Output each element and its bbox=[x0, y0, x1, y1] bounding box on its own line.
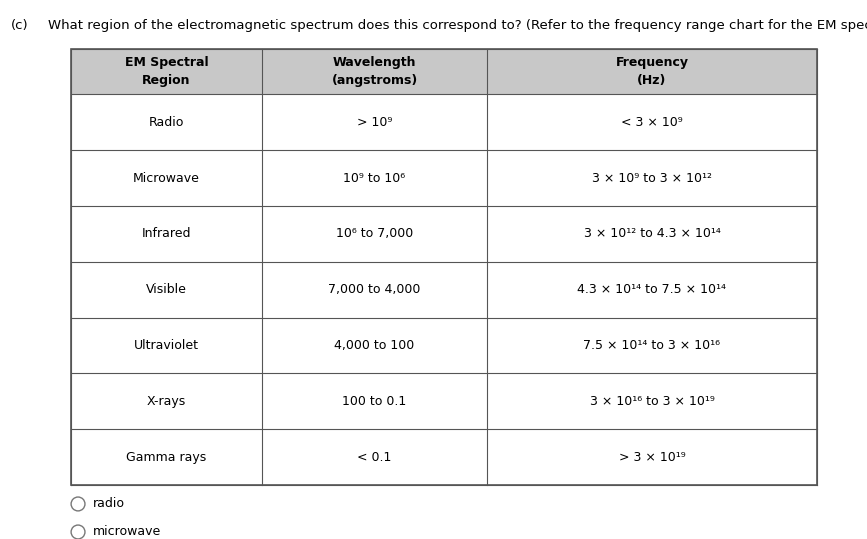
Text: 3 × 10⁹ to 3 × 10¹²: 3 × 10⁹ to 3 × 10¹² bbox=[592, 171, 712, 184]
Text: Wavelength: Wavelength bbox=[333, 56, 416, 70]
Text: 4.3 × 10¹⁴ to 7.5 × 10¹⁴: 4.3 × 10¹⁴ to 7.5 × 10¹⁴ bbox=[577, 283, 727, 296]
Text: Region: Region bbox=[142, 73, 191, 87]
Text: 3 × 10¹² to 4.3 × 10¹⁴: 3 × 10¹² to 4.3 × 10¹⁴ bbox=[583, 227, 720, 240]
Text: 3 × 10¹⁶ to 3 × 10¹⁹: 3 × 10¹⁶ to 3 × 10¹⁹ bbox=[590, 395, 714, 408]
Bar bbox=[71, 49, 817, 94]
Text: Ultraviolet: Ultraviolet bbox=[134, 339, 199, 352]
Text: Infrared: Infrared bbox=[141, 227, 192, 240]
Text: 7.5 × 10¹⁴ to 3 × 10¹⁶: 7.5 × 10¹⁴ to 3 × 10¹⁶ bbox=[583, 339, 720, 352]
Text: 10⁶ to 7,000: 10⁶ to 7,000 bbox=[336, 227, 414, 240]
Text: 7,000 to 4,000: 7,000 to 4,000 bbox=[329, 283, 420, 296]
Text: What region of the electromagnetic spectrum does this correspond to? (Refer to t: What region of the electromagnetic spect… bbox=[48, 19, 867, 32]
Ellipse shape bbox=[71, 525, 85, 539]
Text: > 10⁹: > 10⁹ bbox=[357, 116, 392, 129]
Bar bbox=[71, 49, 817, 485]
Text: (angstroms): (angstroms) bbox=[331, 73, 418, 87]
Text: X-rays: X-rays bbox=[147, 395, 186, 408]
Text: Visible: Visible bbox=[146, 283, 187, 296]
Ellipse shape bbox=[71, 497, 85, 511]
Text: EM Spectral: EM Spectral bbox=[125, 56, 208, 70]
Text: 10⁹ to 10⁶: 10⁹ to 10⁶ bbox=[343, 171, 406, 184]
Text: 4,000 to 100: 4,000 to 100 bbox=[335, 339, 414, 352]
Text: Radio: Radio bbox=[149, 116, 184, 129]
Text: < 0.1: < 0.1 bbox=[357, 451, 392, 464]
Text: < 3 × 10⁹: < 3 × 10⁹ bbox=[621, 116, 683, 129]
Text: Frequency: Frequency bbox=[616, 56, 688, 70]
Text: microwave: microwave bbox=[93, 526, 161, 538]
Text: radio: radio bbox=[93, 497, 125, 510]
Text: Microwave: Microwave bbox=[133, 171, 200, 184]
Text: 100 to 0.1: 100 to 0.1 bbox=[342, 395, 407, 408]
Text: (Hz): (Hz) bbox=[637, 73, 667, 87]
Text: (c): (c) bbox=[10, 19, 28, 32]
Text: Gamma rays: Gamma rays bbox=[127, 451, 206, 464]
Text: > 3 × 10¹⁹: > 3 × 10¹⁹ bbox=[619, 451, 685, 464]
